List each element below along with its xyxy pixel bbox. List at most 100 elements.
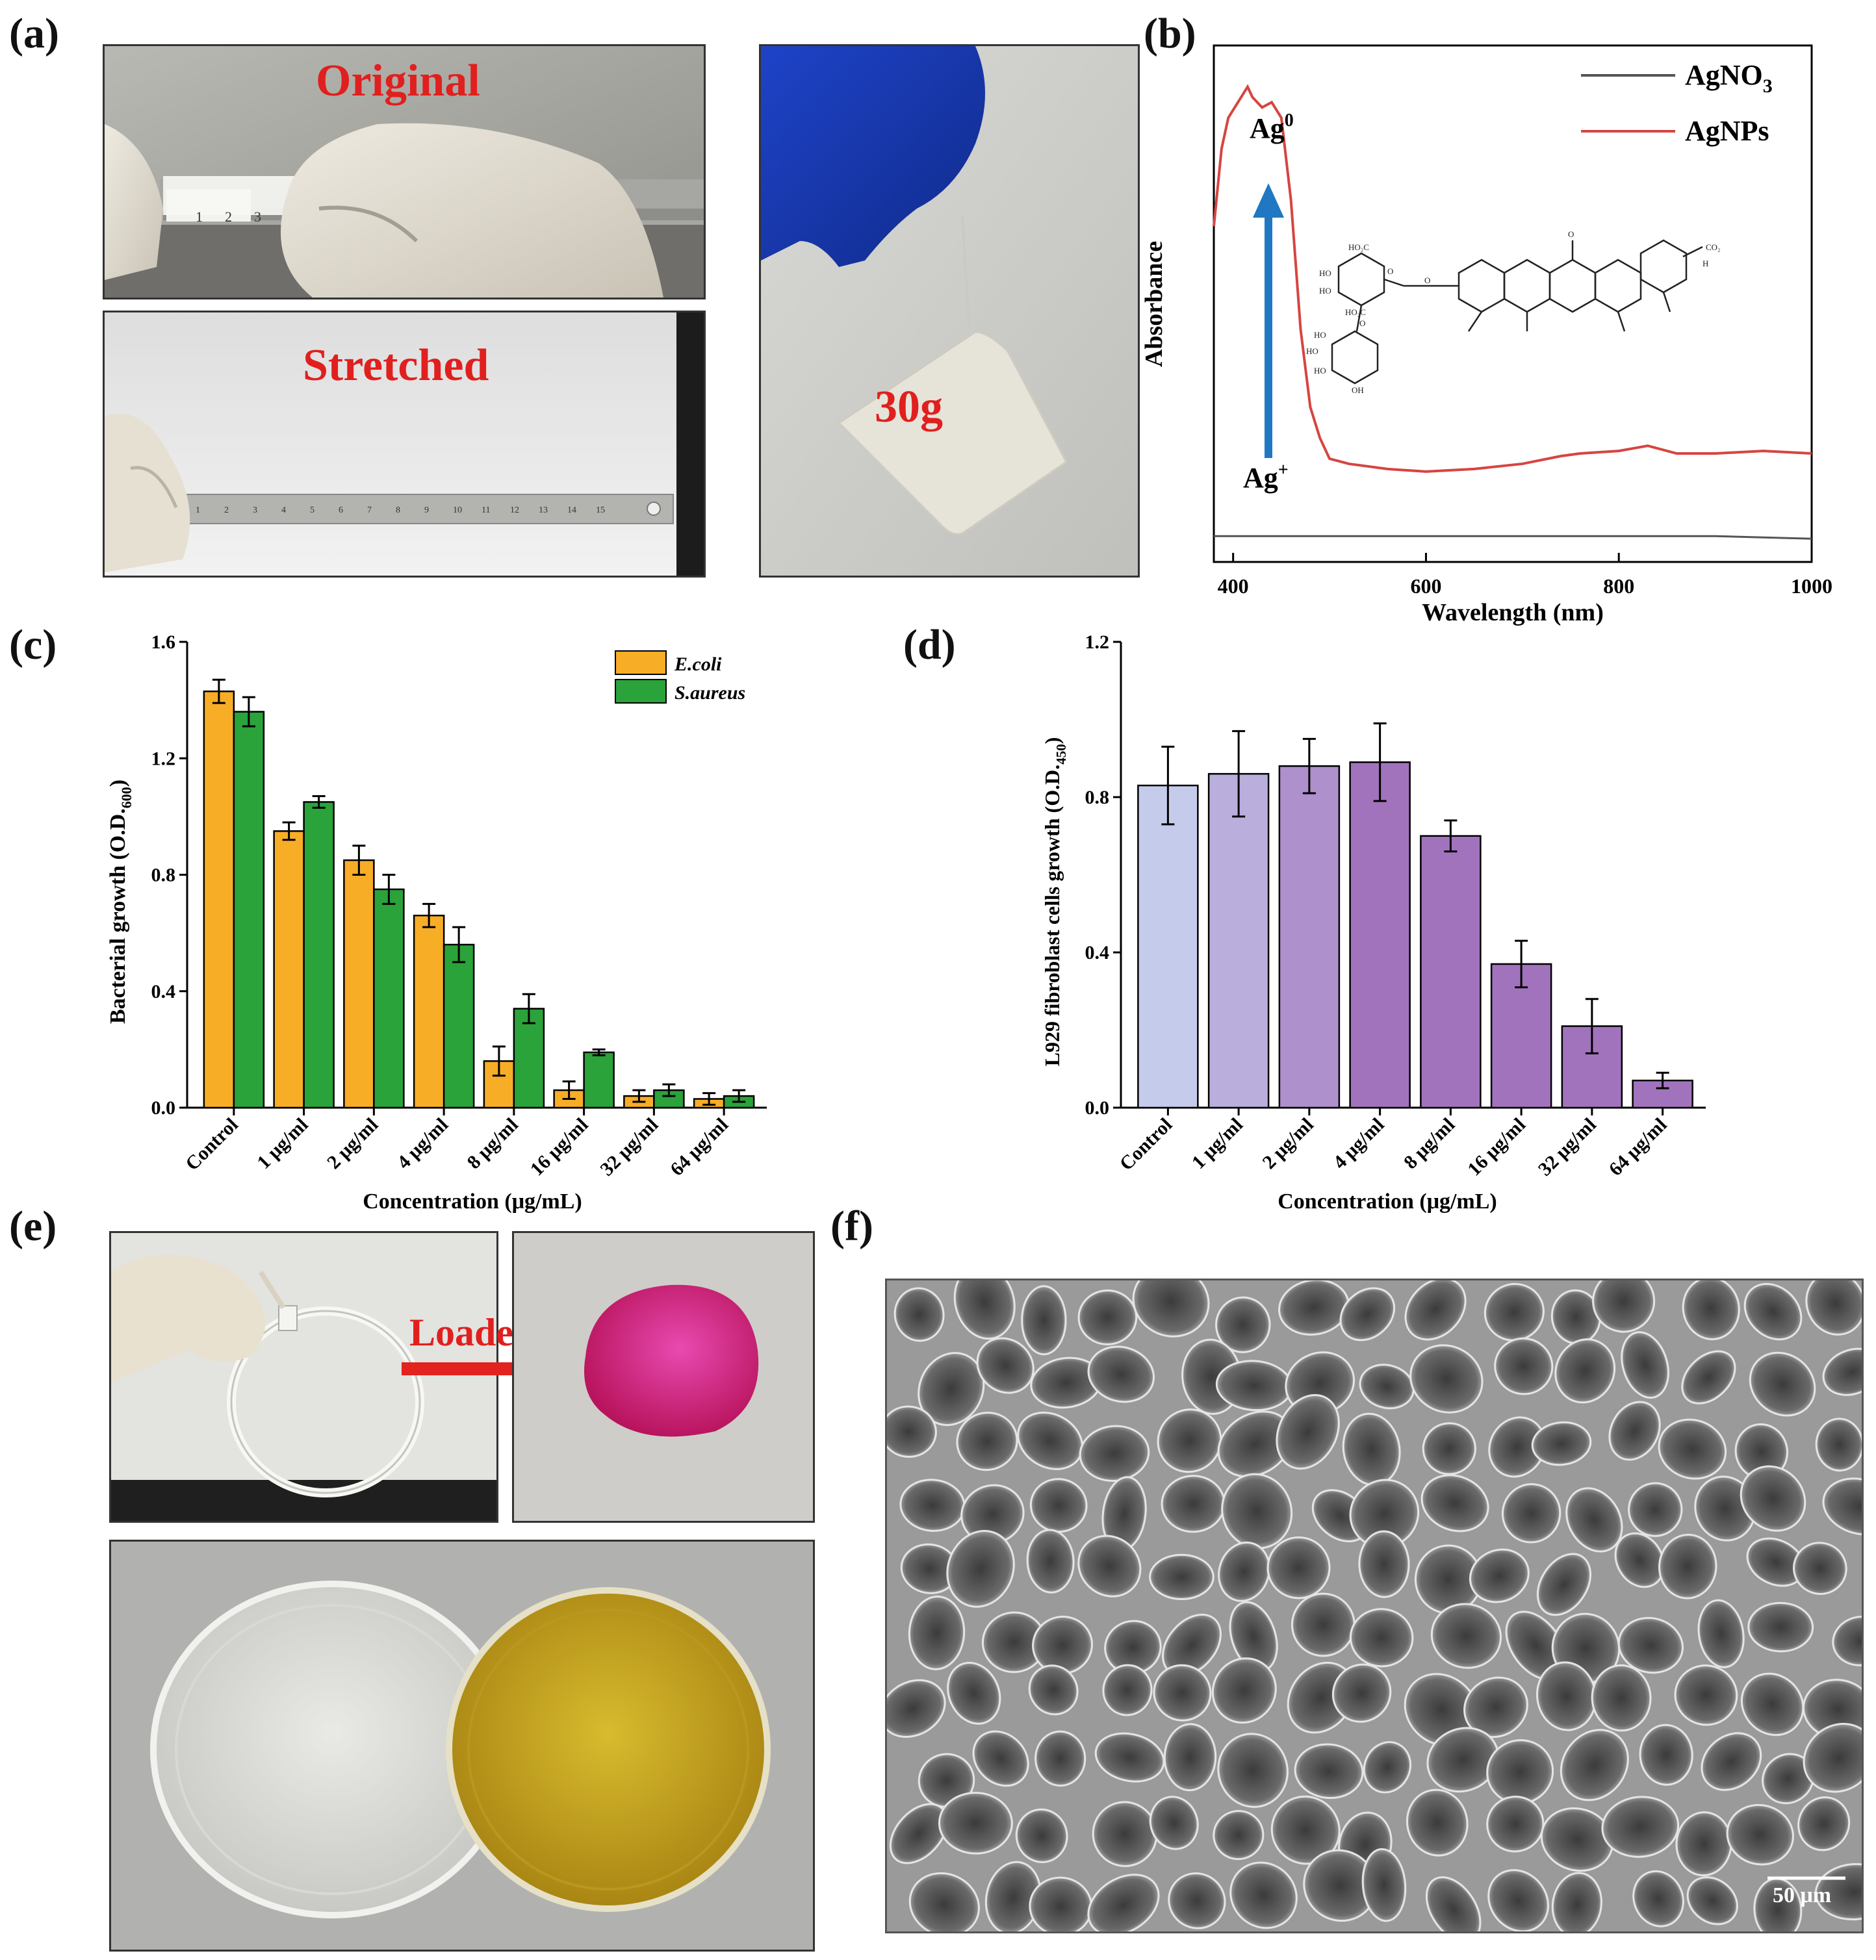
- sem-pore: [1149, 1553, 1214, 1600]
- sem-pore: [908, 1872, 980, 1931]
- chart-b-arrow-head-icon: [1253, 183, 1284, 218]
- chart-b-xtick-label: 800: [1603, 574, 1634, 598]
- chart-c-xtick-label: 64 μg/ml: [666, 1114, 732, 1180]
- chart-c-bar: [583, 1051, 615, 1109]
- sem-pore: [1132, 1280, 1210, 1338]
- sem-pore: [1168, 1872, 1226, 1929]
- sem-pore: [1102, 1664, 1153, 1716]
- ruler-digit: 11: [482, 505, 490, 515]
- sem-pore: [1658, 1533, 1717, 1599]
- chart-d-xtick-label: Control: [1116, 1114, 1177, 1175]
- chart-c-bacterial-growth: 0.0 0.4 0.8 1.2 1.6 Control 1 μg/ml 2 μg/ml 4 μg…: [106, 631, 767, 1214]
- ruler-digit: 3: [253, 505, 257, 515]
- chart-c-ytick-label: 0.4: [151, 981, 176, 1002]
- chart-c-xtick-label: 32 μg/ml: [596, 1114, 662, 1180]
- ruler-digit: 14: [567, 505, 576, 515]
- chart-c-legend-swatch-ecoli: [615, 650, 667, 675]
- chart-c-xtick-label: 4 μg/ml: [393, 1114, 452, 1173]
- ruler-digit: 5: [310, 505, 315, 515]
- chart-c-xtick-label: 1 μg/ml: [253, 1114, 312, 1173]
- sem-pore: [1077, 1534, 1142, 1597]
- sem-pore: [1540, 1807, 1614, 1872]
- sem-pore: [1349, 1479, 1420, 1549]
- sem-pore: [976, 1337, 1034, 1394]
- sem-pore: [938, 1792, 1013, 1855]
- sem-pore: [1531, 1421, 1592, 1466]
- chart-b-annotation-agplus: Ag+: [1243, 460, 1289, 494]
- ruler-digit-3: 3: [254, 209, 261, 225]
- chart-b-structure-labels: HO₂C HO HO HO₂C HO HO HO OH O O O O CO₂ …: [1306, 229, 1721, 395]
- sem-pore: [1617, 1616, 1684, 1674]
- sem-pore: [1266, 1536, 1331, 1599]
- sem-pore: [1686, 1876, 1738, 1926]
- chart-b-xlabel: Wavelength (nm): [1422, 599, 1604, 626]
- chart-b-annotation-ag0: Ag0: [1250, 110, 1294, 144]
- sem-pore: [1087, 1345, 1155, 1403]
- sem-pore: [1822, 1477, 1862, 1536]
- chart-d-ytick-label: 0.8: [1085, 787, 1110, 808]
- sem-pore: [1157, 1408, 1222, 1473]
- sem-pore: [1149, 1796, 1199, 1850]
- sem-pore: [1487, 1869, 1549, 1931]
- chart-d-ytick-label: 0.0: [1085, 1097, 1110, 1119]
- chart-c-ylabel: Bacterial growth (O.D.600): [106, 780, 135, 1024]
- sem-pore: [1430, 1603, 1502, 1669]
- chart-c-legend-ecoli: E.coli: [674, 654, 722, 675]
- ruler-digit-2: 2: [225, 209, 232, 225]
- sem-pore: [1803, 1723, 1862, 1793]
- chart-b-xtick-label: 400: [1218, 574, 1249, 598]
- sem-pore: [1682, 1280, 1740, 1340]
- photo-loaded-hydrogel: [512, 1231, 815, 1523]
- sem-pore: [1726, 1803, 1794, 1866]
- chart-d-xtick-label: 4 μg/ml: [1329, 1114, 1388, 1173]
- svg-text:HO₂C: HO₂C: [1345, 307, 1366, 317]
- sem-pore: [947, 1661, 1001, 1725]
- sem-pore: [1229, 1861, 1298, 1929]
- chart-b-ylabel: Absorbance: [1140, 241, 1168, 367]
- svg-text:OH: OH: [1352, 385, 1364, 395]
- sem-pore: [1213, 1810, 1265, 1861]
- sem-pore: [1425, 1876, 1482, 1931]
- sem-pore: [1339, 1287, 1396, 1342]
- sem-pore: [953, 1280, 1016, 1340]
- svg-text:O: O: [1387, 266, 1393, 276]
- chart-b-xtick-label: 600: [1410, 574, 1441, 598]
- sem-pore: [1409, 1344, 1484, 1414]
- photo-weight-test: 30g: [759, 44, 1140, 578]
- sem-pore: [1701, 1732, 1762, 1791]
- chart-d-xtick-label: 2 μg/ml: [1258, 1114, 1317, 1173]
- sem-pore: [1026, 1529, 1075, 1594]
- sem-pore: [1601, 1796, 1680, 1858]
- chart-c-ytick-label: 0.0: [151, 1097, 176, 1119]
- sem-pore: [1551, 1872, 1602, 1931]
- sem-pore: [1621, 1331, 1669, 1399]
- sem-image: 50 μm: [885, 1279, 1864, 1933]
- sem-pore: [893, 1287, 945, 1342]
- svg-text:O: O: [1359, 318, 1365, 328]
- ruler-digit: 13: [539, 505, 548, 515]
- chart-c-bar: [443, 943, 475, 1109]
- sem-pore: [1793, 1542, 1847, 1596]
- sem-pore: [1658, 1418, 1727, 1480]
- sem-pore: [1628, 1482, 1683, 1537]
- chart-c-xlabel: Concentration (μg/mL): [363, 1190, 582, 1214]
- sem-pore: [1822, 1347, 1862, 1396]
- chart-d-l929-growth: 0.0 0.4 0.8 1.2 Control 1 μg/ml 2 μg/ml 4 μg/ml…: [1040, 631, 1706, 1214]
- chart-c-bar: [373, 888, 405, 1109]
- chart-c-bar: [343, 859, 375, 1109]
- sem-pore: [1094, 1732, 1165, 1783]
- sem-pore: [1218, 1541, 1270, 1602]
- original-label: Original: [316, 56, 480, 106]
- photo-stretched-film: 1 2 3 4 5 6 7 8 9 10 11 12 13 14 15 Stretched: [103, 311, 706, 578]
- chart-c-bar: [413, 914, 445, 1109]
- sem-pore: [1501, 1483, 1561, 1544]
- ruler-digit-1: 1: [196, 209, 203, 225]
- chart-b-xticks: 400 600 800 1000: [1218, 553, 1832, 598]
- sem-pore: [1554, 1338, 1616, 1404]
- sem-pore: [1747, 1601, 1814, 1653]
- sem-pore: [1028, 1664, 1079, 1716]
- sem-pore: [1404, 1280, 1467, 1341]
- ruler-digit: 2: [224, 505, 229, 515]
- chart-d-xtick-label: 16 μg/ml: [1463, 1114, 1530, 1180]
- chart-c-ytick-label: 1.2: [151, 748, 176, 769]
